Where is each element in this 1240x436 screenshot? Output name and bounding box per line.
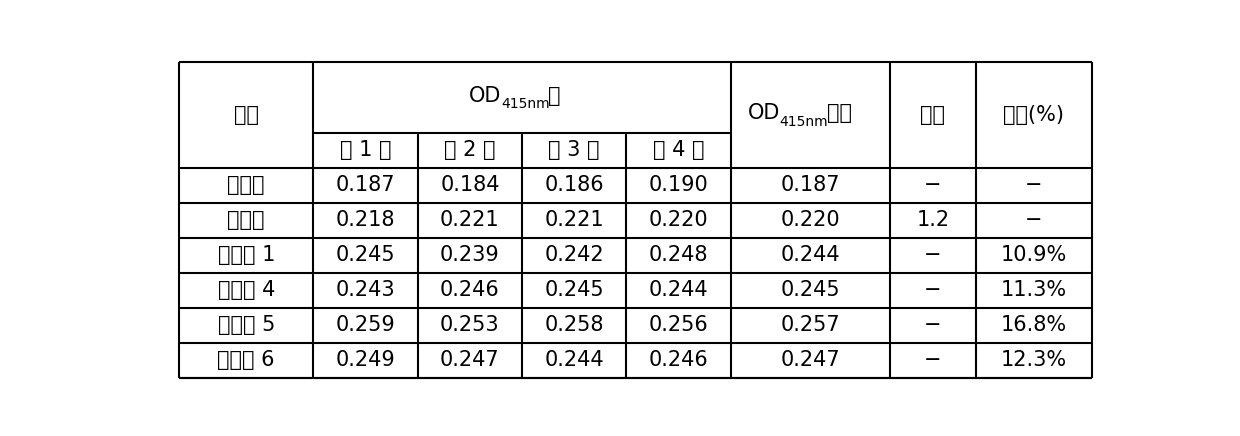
Text: 0.220: 0.220	[649, 210, 708, 230]
Text: 0.244: 0.244	[780, 245, 839, 265]
Text: 0.249: 0.249	[336, 351, 396, 371]
Text: 415nm: 415nm	[501, 97, 549, 111]
Text: 0.246: 0.246	[440, 280, 500, 300]
Text: 第 3 孔: 第 3 孔	[548, 140, 600, 160]
Text: −: −	[1025, 210, 1043, 230]
Text: 11.3%: 11.3%	[1001, 280, 1066, 300]
Text: OD: OD	[469, 86, 501, 106]
Text: 0.244: 0.244	[649, 280, 708, 300]
Text: 0.190: 0.190	[649, 175, 708, 195]
Text: 16.8%: 16.8%	[1001, 315, 1066, 335]
Text: 第 2 孔: 第 2 孔	[444, 140, 496, 160]
Text: 0.257: 0.257	[780, 315, 839, 335]
Text: −: −	[1025, 175, 1043, 195]
Text: OD: OD	[748, 103, 780, 123]
Text: 对照组: 对照组	[227, 210, 265, 230]
Text: 0.258: 0.258	[544, 315, 604, 335]
Text: 0.220: 0.220	[780, 210, 839, 230]
Text: 第 1 孔: 第 1 孔	[340, 140, 392, 160]
Text: 0.184: 0.184	[440, 175, 500, 195]
Text: 0.253: 0.253	[440, 315, 500, 335]
Text: 组别: 组别	[233, 105, 259, 125]
Text: 10.9%: 10.9%	[1001, 245, 1068, 265]
Text: 空白组: 空白组	[227, 175, 265, 195]
Text: 实施例 6: 实施例 6	[217, 351, 275, 371]
Text: 第 4 孔: 第 4 孔	[652, 140, 704, 160]
Text: −: −	[924, 280, 941, 300]
Text: 0.256: 0.256	[649, 315, 708, 335]
Text: 0.218: 0.218	[336, 210, 396, 230]
Text: 活力(%): 活力(%)	[1003, 105, 1064, 125]
Text: 0.187: 0.187	[336, 175, 396, 195]
Text: 0.239: 0.239	[440, 245, 500, 265]
Text: 均值: 均值	[827, 103, 852, 123]
Text: 0.247: 0.247	[440, 351, 500, 371]
Text: 0.244: 0.244	[544, 351, 604, 371]
Text: −: −	[924, 245, 941, 265]
Text: 0.243: 0.243	[336, 280, 396, 300]
Text: 0.221: 0.221	[440, 210, 500, 230]
Text: 0.187: 0.187	[780, 175, 839, 195]
Text: 0.245: 0.245	[336, 245, 396, 265]
Text: 值: 值	[548, 86, 560, 106]
Text: 0.248: 0.248	[649, 245, 708, 265]
Text: 实施例 4: 实施例 4	[217, 280, 275, 300]
Text: 0.245: 0.245	[544, 280, 604, 300]
Text: 1.2: 1.2	[916, 210, 950, 230]
Text: 实施例 5: 实施例 5	[217, 315, 275, 335]
Text: 0.246: 0.246	[649, 351, 708, 371]
Text: 415nm: 415nm	[780, 115, 828, 129]
Text: −: −	[924, 351, 941, 371]
Text: 0.221: 0.221	[544, 210, 604, 230]
Text: 0.245: 0.245	[780, 280, 839, 300]
Text: 0.247: 0.247	[780, 351, 839, 371]
Text: 0.259: 0.259	[336, 315, 396, 335]
Text: −: −	[924, 175, 941, 195]
Text: 比值: 比值	[920, 105, 945, 125]
Text: −: −	[924, 315, 941, 335]
Text: 0.242: 0.242	[544, 245, 604, 265]
Text: 12.3%: 12.3%	[1001, 351, 1066, 371]
Text: 0.186: 0.186	[544, 175, 604, 195]
Text: 实施例 1: 实施例 1	[217, 245, 275, 265]
